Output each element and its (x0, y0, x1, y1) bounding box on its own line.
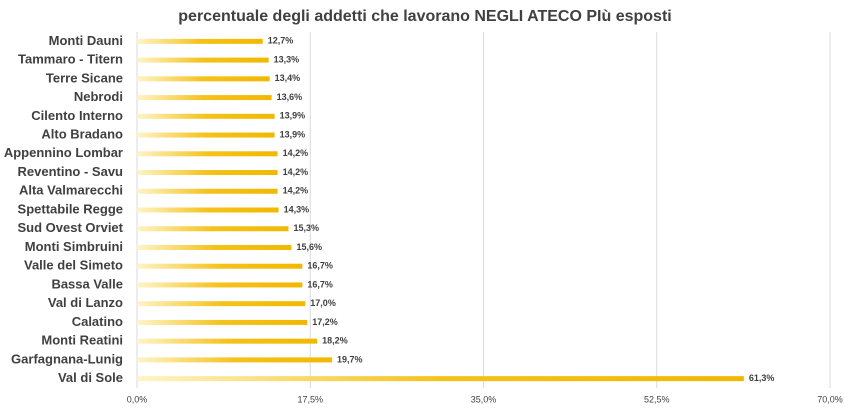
bar (137, 226, 289, 232)
y-tick-label: Alta Valmarecchi (19, 183, 123, 198)
value-label: 14,2% (283, 148, 309, 158)
value-label: 15,6% (296, 242, 322, 252)
bar (137, 301, 306, 307)
bar (137, 76, 270, 82)
y-tick-label: Nebrodi (74, 89, 123, 104)
value-label: 16,7% (307, 261, 333, 271)
value-label: 14,2% (283, 167, 309, 177)
bar (137, 38, 263, 44)
bar (137, 207, 279, 213)
y-tick-label: Monti Reatini (41, 333, 123, 348)
value-label: 15,3% (293, 223, 319, 233)
value-label: 14,2% (283, 186, 309, 196)
y-tick-label: Monti Dauni (49, 33, 123, 48)
bar (137, 132, 275, 138)
y-tick-label: Terre Sicane (46, 70, 123, 85)
bar (137, 95, 272, 101)
value-label: 18,2% (322, 336, 348, 346)
bar (137, 170, 278, 176)
y-tick-label: Appennino Lombar (4, 145, 123, 160)
value-label: 14,3% (284, 204, 310, 214)
y-tick-label: Val di Lanzo (48, 295, 123, 310)
y-tick-label: Spettabile Regge (18, 201, 123, 216)
bar (137, 263, 303, 269)
chart-title: percentuale degli addetti che lavorano N… (178, 8, 671, 25)
value-label: 13,9% (280, 129, 306, 139)
bar (137, 57, 269, 63)
y-tick-label: Alto Bradano (41, 126, 123, 141)
bar (137, 113, 275, 119)
x-tick-label: 17,5% (297, 394, 323, 404)
y-tick-label: Val di Sole (58, 370, 123, 385)
x-tick-label: 0,0% (127, 394, 148, 404)
bar (137, 338, 318, 344)
bar (137, 151, 278, 157)
y-tick-label: Calatino (72, 314, 123, 329)
value-label: 17,2% (312, 317, 338, 327)
y-tick-label: Cilento Interno (31, 108, 123, 123)
bar (137, 282, 303, 288)
value-label: 61,3% (749, 373, 775, 383)
value-label: 12,7% (268, 36, 294, 46)
y-tick-label: Garfagnana-Lunig (11, 351, 123, 366)
bar (137, 357, 333, 363)
y-tick-label: Reventino - Savu (18, 164, 124, 179)
bar (137, 376, 744, 382)
value-label: 13,9% (280, 111, 306, 121)
value-label: 19,7% (337, 354, 363, 364)
x-tick-label: 35,0% (471, 394, 497, 404)
y-tick-label: Bassa Valle (51, 276, 123, 291)
x-tick-label: 52,5% (644, 394, 670, 404)
value-label: 13,6% (277, 92, 303, 102)
y-tick-label: Tammaro - Titern (18, 52, 123, 67)
value-label: 13,3% (274, 54, 300, 64)
value-label: 16,7% (307, 279, 333, 289)
bar (137, 319, 308, 325)
y-tick-label: Monti Simbruini (25, 239, 123, 254)
y-tick-label: Valle del Simeto (24, 258, 123, 273)
value-label: 13,4% (275, 73, 301, 83)
y-tick-label: Sud Ovest Orviet (18, 220, 124, 235)
value-label: 17,0% (310, 298, 336, 308)
bar (137, 244, 292, 250)
bar (137, 188, 278, 194)
x-tick-label: 70,0% (817, 394, 843, 404)
